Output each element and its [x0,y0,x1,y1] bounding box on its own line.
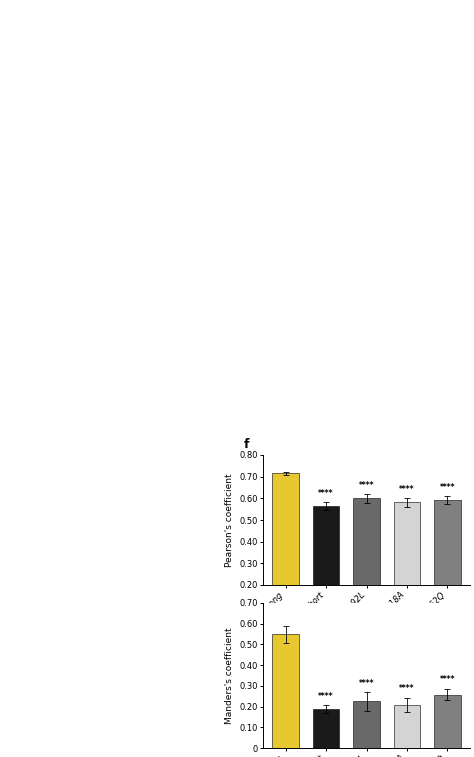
Bar [273,634,299,748]
Text: ****: **** [318,489,334,498]
Bar [273,473,299,628]
Bar [434,500,461,628]
Text: ****: **** [399,485,415,494]
Bar [313,709,339,748]
Bar [434,695,461,748]
Text: ****: **** [440,483,455,492]
Y-axis label: Pearson's coefficient: Pearson's coefficient [225,473,234,567]
Bar [313,506,339,628]
Bar [394,705,420,748]
Text: ****: **** [399,684,415,693]
Y-axis label: Manders's coefficient: Manders's coefficient [225,628,234,724]
Bar [353,498,380,628]
Text: ****: **** [440,675,455,684]
Text: ****: **** [359,679,374,687]
Bar [394,502,420,628]
Bar [353,702,380,748]
Text: f: f [244,438,249,451]
Text: ****: **** [359,481,374,490]
Text: ****: **** [318,692,334,701]
